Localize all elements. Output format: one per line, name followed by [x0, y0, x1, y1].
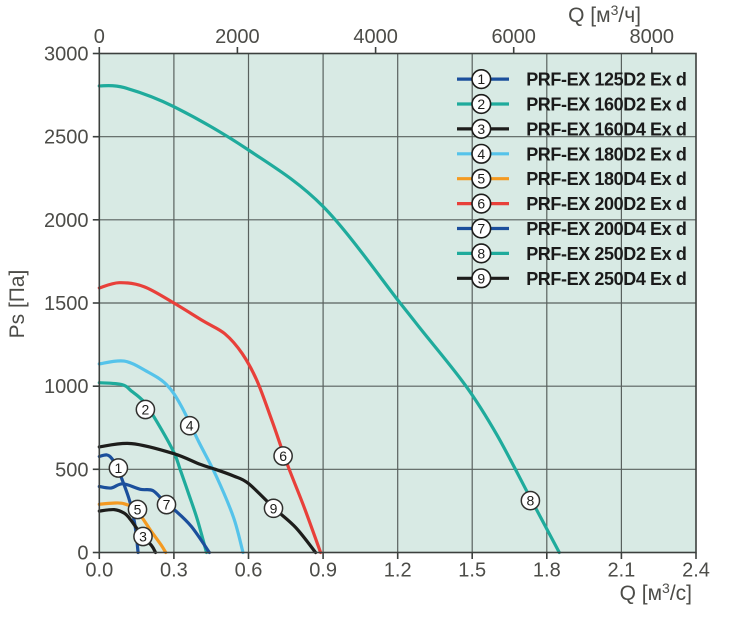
svg-text:4000: 4000 [353, 26, 398, 48]
svg-text:PRF-EX 180D4 Ex d: PRF-EX 180D4 Ex d [526, 169, 686, 189]
svg-text:4: 4 [477, 146, 485, 162]
svg-text:PRF-EX 180D2 Ex d: PRF-EX 180D2 Ex d [526, 144, 686, 164]
svg-text:0: 0 [94, 26, 105, 48]
svg-text:PRF-EX 160D2 Ex d: PRF-EX 160D2 Ex d [526, 95, 686, 115]
svg-text:1500: 1500 [44, 293, 89, 315]
svg-text:1.8: 1.8 [533, 560, 561, 582]
svg-text:0: 0 [77, 543, 88, 565]
svg-text:3: 3 [139, 529, 147, 545]
svg-text:2.1: 2.1 [607, 560, 635, 582]
svg-text:PRF-EX 250D2 Ex d: PRF-EX 250D2 Ex d [526, 244, 686, 264]
svg-text:3: 3 [477, 121, 485, 137]
svg-text:2: 2 [477, 96, 485, 112]
svg-text:3000: 3000 [44, 44, 89, 66]
svg-text:PRF-EX 250D4 Ex d: PRF-EX 250D4 Ex d [526, 269, 686, 289]
svg-text:9: 9 [477, 270, 485, 286]
svg-text:PRF-EX 200D2 Ex d: PRF-EX 200D2 Ex d [526, 194, 686, 214]
svg-text:0.3: 0.3 [160, 560, 188, 582]
svg-text:2000: 2000 [44, 210, 89, 232]
svg-text:Q [м3/с]: Q [м3/с] [620, 580, 692, 605]
svg-text:1.2: 1.2 [384, 560, 412, 582]
svg-text:0.6: 0.6 [235, 560, 263, 582]
svg-text:5: 5 [134, 502, 142, 518]
svg-text:0.0: 0.0 [85, 560, 113, 582]
svg-text:0.9: 0.9 [309, 560, 337, 582]
svg-text:7: 7 [477, 221, 485, 237]
svg-text:8000: 8000 [630, 26, 675, 48]
svg-text:2: 2 [142, 402, 150, 418]
svg-text:9: 9 [270, 500, 278, 516]
svg-text:2500: 2500 [44, 127, 89, 149]
svg-text:4: 4 [186, 418, 194, 434]
svg-text:6000: 6000 [491, 26, 536, 48]
svg-text:PRF-EX 200D4 Ex d: PRF-EX 200D4 Ex d [526, 219, 686, 239]
svg-text:2.4: 2.4 [682, 560, 710, 582]
svg-text:Ps [Па]: Ps [Па] [6, 270, 29, 339]
svg-text:7: 7 [163, 497, 171, 513]
svg-text:1: 1 [477, 71, 485, 87]
svg-text:1.5: 1.5 [458, 560, 486, 582]
svg-text:1000: 1000 [44, 376, 89, 398]
svg-text:6: 6 [477, 196, 485, 212]
svg-text:8: 8 [477, 245, 485, 261]
svg-text:PRF-EX 160D4 Ex d: PRF-EX 160D4 Ex d [526, 119, 686, 139]
svg-text:Q [м3/ч]: Q [м3/ч] [568, 2, 641, 27]
svg-text:PRF-EX 125D2 Ex d: PRF-EX 125D2 Ex d [526, 70, 686, 90]
svg-text:8: 8 [527, 493, 535, 509]
svg-text:2000: 2000 [215, 26, 260, 48]
svg-text:5: 5 [477, 171, 485, 187]
svg-text:500: 500 [55, 459, 88, 481]
svg-text:6: 6 [279, 448, 287, 464]
svg-text:1: 1 [115, 460, 123, 476]
